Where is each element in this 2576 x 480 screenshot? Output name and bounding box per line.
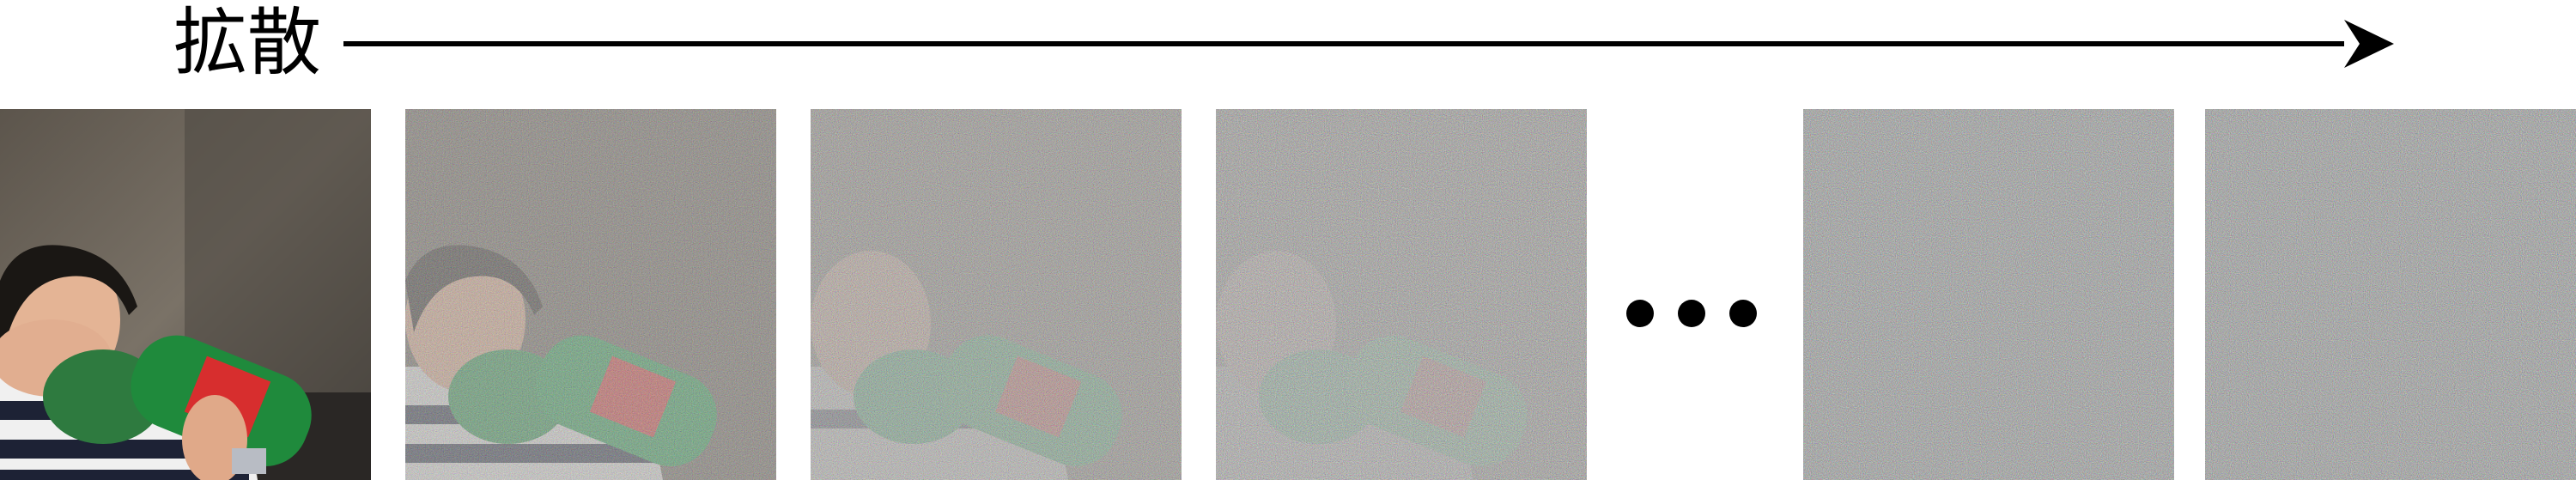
noisy-image-3 <box>1216 109 1587 480</box>
diffusion-arrow <box>343 20 2394 68</box>
diffusion-label: 拡散 <box>173 0 321 86</box>
noise-image-1 <box>1803 109 2174 480</box>
original-image <box>0 109 371 480</box>
ellipsis-dots <box>1626 300 1757 327</box>
noise-image-2 <box>2205 109 2576 480</box>
noisy-image-2 <box>811 109 1182 480</box>
noisy-image-1 <box>405 109 776 480</box>
